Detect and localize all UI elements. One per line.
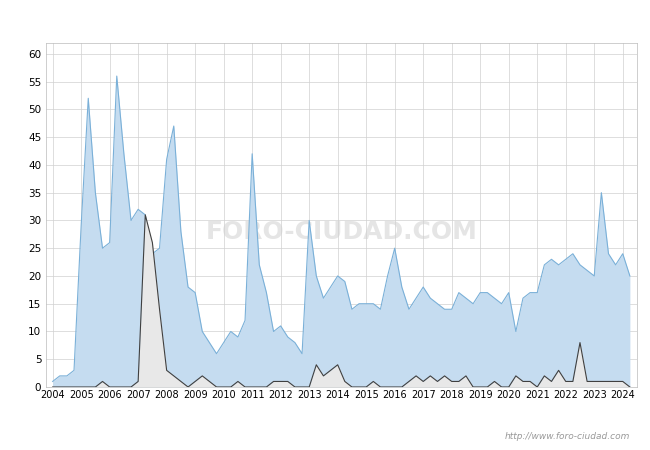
Text: FORO-CIUDAD.COM: FORO-CIUDAD.COM — [205, 220, 477, 244]
Text: Jerez de los Caballeros - Evolucion del Nº de Transacciones Inmobiliarias: Jerez de los Caballeros - Evolucion del … — [84, 10, 566, 23]
Text: http://www.foro-ciudad.com: http://www.foro-ciudad.com — [505, 432, 630, 441]
